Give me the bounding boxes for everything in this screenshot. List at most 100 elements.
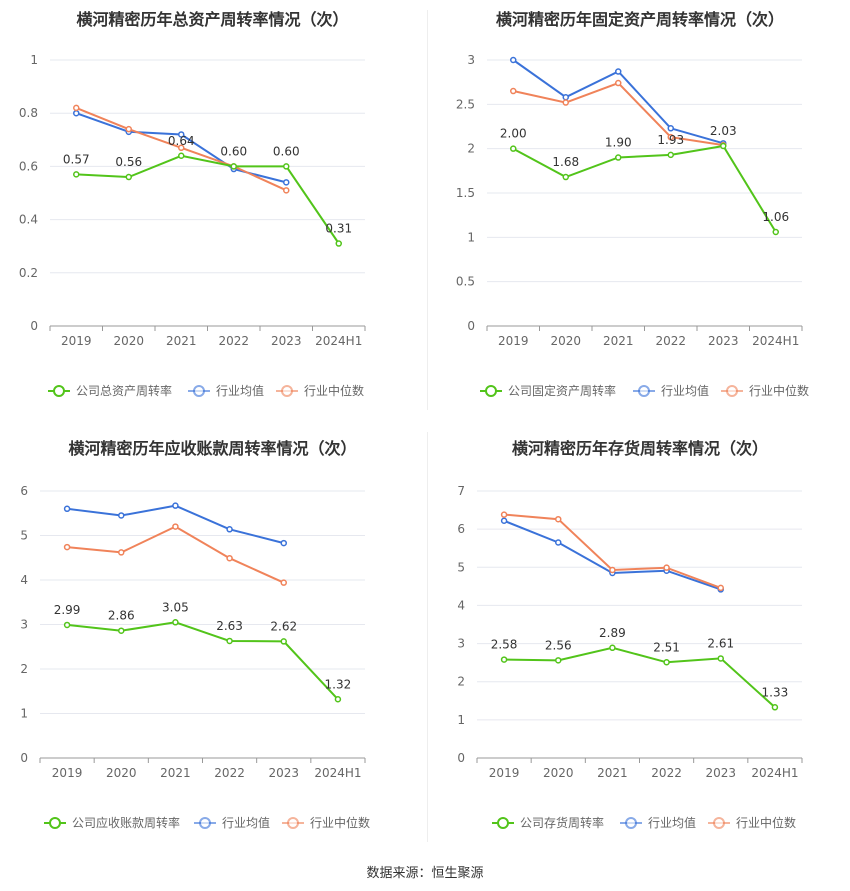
y-tick-label: 3 (467, 53, 475, 67)
data-point-avg (562, 93, 569, 101)
x-tick-label: 2023 (708, 334, 739, 348)
data-label: 2.00 (500, 127, 527, 141)
data-point-median (280, 579, 287, 586)
data-point-company (226, 637, 233, 645)
data-point-avg (667, 125, 674, 132)
data-point-company (771, 704, 779, 711)
data-point-median (118, 549, 125, 556)
legend-label: 行业中位数 (736, 815, 796, 830)
data-point-company (720, 142, 727, 150)
y-tick-label: 0.8 (19, 106, 38, 120)
y-tick-label: 4 (457, 598, 465, 612)
y-tick-label: 1 (467, 230, 475, 244)
data-label: 0.60 (220, 144, 247, 158)
data-label: 2.61 (707, 636, 734, 650)
chart-title: 横河精密历年应收账款周转率情况（次） (68, 439, 357, 458)
legend-marker (199, 817, 211, 829)
x-tick-label: 2024H1 (752, 334, 799, 348)
data-label: 0.57 (63, 152, 90, 166)
data-point-median (226, 554, 233, 562)
chart-panel-receivables: 横河精密历年应收账款周转率情况（次） 0 1 2 3 4 5 6 2019 2020 2021 20… (0, 425, 425, 855)
y-tick-label: 0.6 (19, 159, 38, 173)
data-point-avg (500, 517, 508, 525)
data-point-median (125, 125, 132, 133)
data-label: 1.06 (762, 210, 789, 224)
vertical-divider-bottom (427, 432, 428, 842)
x-tick-label: 2021 (166, 334, 197, 348)
data-point-company (73, 171, 80, 178)
data-point-company (280, 638, 287, 645)
data-point-company (500, 656, 508, 663)
y-tick-label: 5 (457, 560, 465, 574)
chart-panel-inventory: 横河精密历年存货周转率情况（次） 0 1 2 3 4 5 6 7 2019 2020 2021 202… (430, 425, 850, 855)
y-tick-label: 1 (457, 713, 465, 727)
x-tick-label: 2022 (214, 766, 245, 780)
data-point-avg (118, 512, 125, 519)
legend-marker (726, 385, 738, 397)
x-tick-label: 2024H1 (315, 334, 362, 348)
series-line-median (504, 513, 722, 589)
legend-marker (497, 817, 509, 829)
data-label: 0.60 (273, 144, 300, 158)
y-tick-label: 2.5 (456, 97, 475, 111)
chart-title: 横河精密历年存货周转率情况（次） (511, 439, 768, 458)
data-point-avg (63, 505, 71, 513)
x-tick-label: 2020 (550, 334, 581, 348)
data-label: 1.33 (762, 685, 789, 699)
legend-marker (713, 817, 725, 829)
legend-marker (53, 385, 65, 397)
chart-svg: 0 0.5 1 1.5 2 2.5 3 2019 2020 2021 2022 2023 2024H1 2… (456, 53, 809, 398)
x-tick-label: 2021 (597, 766, 628, 780)
data-point-company (230, 163, 237, 170)
x-tick-label: 2024H1 (751, 766, 798, 780)
data-point-company (609, 644, 616, 652)
legend-marker (193, 385, 205, 397)
x-tick-label: 2022 (655, 334, 686, 348)
data-point-company (283, 163, 290, 170)
legend-label: 公司存货周转率 (520, 815, 604, 830)
data-point-avg (510, 56, 517, 64)
chart-panel-fixed-assets: 横河精密历年固定资产周转率情况（次） 0 0.5 1 1.5 2 2.5 3 2019 2020… (430, 0, 850, 420)
data-point-company (510, 145, 517, 152)
data-point-median (500, 511, 508, 518)
data-point-company (172, 619, 179, 626)
data-point-median (73, 104, 80, 112)
data-label: 2.62 (270, 619, 297, 633)
x-tick-label: 2023 (268, 766, 299, 780)
chart-svg: 0 0.2 0.4 0.6 0.8 1 2019 2020 2021 2022 2023 2024H1… (19, 53, 366, 398)
data-point-median (178, 144, 185, 152)
data-point-median (562, 99, 569, 106)
data-point-median (63, 543, 71, 551)
y-tick-label: 1.5 (456, 186, 475, 200)
data-label: 0.31 (325, 222, 352, 236)
y-tick-label: 1 (30, 53, 38, 67)
data-point-median (172, 523, 179, 530)
data-point-company (667, 151, 674, 159)
x-tick-label: 2023 (271, 334, 302, 348)
data-point-company (555, 657, 562, 664)
y-tick-label: 2 (20, 662, 28, 676)
data-label: 3.05 (162, 600, 189, 614)
data-point-company (118, 627, 125, 634)
series-line-company (504, 646, 776, 709)
legend-marker (638, 385, 650, 397)
legend-label: 行业均值 (222, 815, 270, 830)
data-point-company (334, 696, 342, 703)
x-tick-label: 2020 (543, 766, 574, 780)
data-point-median (667, 133, 674, 141)
series-line-company (76, 154, 340, 245)
data-point-company (125, 173, 132, 181)
legend-label: 行业中位数 (749, 383, 809, 398)
y-tick-label: 0.4 (19, 213, 38, 227)
series-line-company (66, 621, 339, 700)
data-label: 2.86 (108, 609, 135, 623)
data-point-company (178, 152, 185, 160)
y-tick-label: 3 (20, 618, 28, 632)
x-tick-label: 2021 (603, 334, 634, 348)
data-point-company (663, 659, 670, 666)
x-tick-label: 2019 (489, 766, 520, 780)
data-label: 1.32 (325, 677, 352, 691)
y-tick-label: 0.5 (456, 275, 475, 289)
legend-marker (485, 385, 497, 397)
data-label: 0.64 (168, 134, 195, 148)
